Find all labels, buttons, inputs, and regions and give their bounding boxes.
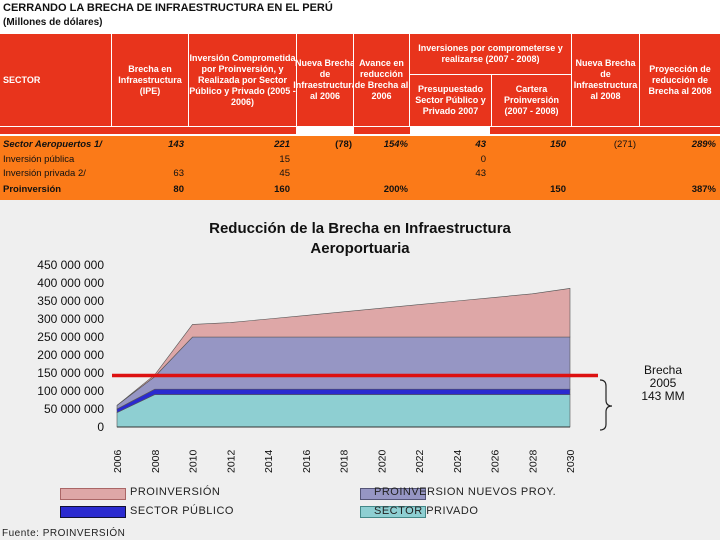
x-tick-label: 2006 bbox=[112, 449, 124, 473]
gap-bar bbox=[354, 127, 410, 134]
table-title: CERRANDO LA BRECHA DE INFRAESTRUCTURA EN… bbox=[3, 2, 333, 14]
brace-bracket bbox=[599, 379, 613, 431]
legend-swatch-publico bbox=[60, 506, 126, 518]
x-tick-label: 2010 bbox=[188, 449, 200, 473]
x-tick-label: 2012 bbox=[225, 449, 237, 473]
row-sector: Proinversión bbox=[3, 184, 62, 195]
legend-swatch-nuevos bbox=[360, 488, 426, 500]
row-proyeccion: 289% bbox=[691, 139, 716, 150]
x-tick-label: 2014 bbox=[263, 449, 275, 473]
row-inversion: 160 bbox=[274, 184, 290, 195]
legend-label-publico: SECTOR PÚBLICO bbox=[130, 505, 234, 517]
chart-area: Reducción de la Brecha en Infraestructur… bbox=[0, 200, 720, 540]
annotation-value: 143 MM bbox=[641, 389, 685, 403]
row-presupuestado: 43 bbox=[475, 168, 486, 179]
legend-label-privado: SECTOR PRIVADO bbox=[374, 505, 479, 517]
gap-bar bbox=[0, 127, 296, 134]
row-nueva2008: 150 bbox=[550, 139, 566, 150]
legend-swatch-privado bbox=[360, 506, 426, 518]
x-tick-label: 2008 bbox=[150, 449, 162, 473]
row-avance: 154% bbox=[383, 139, 408, 150]
gap-bar bbox=[490, 127, 720, 134]
row-inversion: 45 bbox=[279, 168, 290, 179]
row-sector: Inversión privada 2/ bbox=[3, 168, 86, 179]
chart-title-line2: Aeroportuaria bbox=[310, 240, 410, 257]
x-tick-label: 2028 bbox=[527, 449, 539, 473]
y-tick-label: 150 000 000 bbox=[37, 366, 104, 380]
y-tick-label: 200 000 000 bbox=[37, 348, 104, 362]
header-nueva2006: Nueva Brecha de Infraestructura al 2006 bbox=[293, 34, 357, 126]
header-cartera: Cartera Proinversión (2007 - 2008) bbox=[492, 74, 572, 126]
header-nueva2008: Nueva Brecha de Infraestructura al 2008 bbox=[572, 34, 640, 126]
y-tick-label: 350 000 000 bbox=[37, 294, 104, 308]
row-presupuestado: 0 bbox=[480, 154, 486, 165]
legend-label-nuevos: PROINVERSION NUEVOS PROY. bbox=[374, 486, 557, 498]
row-proyeccion: 387% bbox=[691, 184, 716, 195]
source-note: Fuente: PROINVERSIÓN bbox=[2, 528, 126, 539]
y-tick-label: 300 000 000 bbox=[37, 312, 104, 326]
row-sector: Inversión pública bbox=[3, 154, 75, 165]
table-body: Sector Aeropuertos 1/ 143 221 (78) 154% … bbox=[0, 136, 720, 200]
header-avance: Avance en reducción de Brecha al 2006 bbox=[354, 34, 410, 126]
legend-swatch-proinversion bbox=[60, 488, 126, 500]
area-series-proinversi-n bbox=[116, 288, 571, 406]
row-brecha: 143 bbox=[168, 139, 184, 150]
x-tick-label: 2018 bbox=[339, 449, 351, 473]
row-nueva2006: (78) bbox=[335, 139, 352, 150]
area-series-sector-privado bbox=[116, 394, 571, 428]
row-avance: 200% bbox=[383, 184, 408, 195]
x-tick-label: 2024 bbox=[452, 449, 464, 473]
row-brecha: 80 bbox=[173, 184, 184, 195]
row-inversion: 221 bbox=[274, 139, 290, 150]
row-nueva2008: 150 bbox=[550, 184, 566, 195]
x-tick-label: 2026 bbox=[490, 449, 502, 473]
summary-table: CERRANDO LA BRECHA DE INFRAESTRUCTURA EN… bbox=[0, 0, 720, 200]
y-tick-label: 450 000 000 bbox=[37, 258, 104, 272]
table-title-area: CERRANDO LA BRECHA DE INFRAESTRUCTURA EN… bbox=[0, 0, 720, 35]
row-nueva2008b: (271) bbox=[613, 139, 636, 150]
area-chart: 450 000 000 400 000 000 350 000 000 300 000… bbox=[37, 258, 613, 473]
legend-label-proinversion: PROINVERSIÓN bbox=[130, 486, 221, 498]
y-tick-label: 250 000 000 bbox=[37, 330, 104, 344]
header-presupuestado: Presupuestado Sector Público y Privado 2… bbox=[410, 74, 492, 126]
header-proyeccion: Proyección de reducción de Brecha al 200… bbox=[640, 34, 720, 126]
y-tick-label: 50 000 000 bbox=[44, 402, 104, 416]
annotation-year: 2005 bbox=[649, 376, 677, 390]
row-inversion: 15 bbox=[279, 154, 290, 165]
header-comprometer: Inversiones por comprometerse y realizar… bbox=[410, 34, 572, 74]
header-inversion: Inversión Comprometida por Proinversión,… bbox=[189, 34, 297, 126]
y-tick-label: 0 bbox=[97, 420, 104, 434]
y-tick-label: 100 000 000 bbox=[37, 384, 104, 398]
header-brecha: Brecha en Infraestructura (IPE) bbox=[112, 34, 189, 126]
row-presupuestado: 43 bbox=[475, 139, 486, 150]
chart-title-line1: Reducción de la Brecha en Infraestructur… bbox=[209, 220, 511, 237]
row-brecha: 63 bbox=[173, 168, 184, 179]
x-tick-label: 2022 bbox=[414, 449, 426, 473]
table-subtitle: (Millones de dólares) bbox=[3, 17, 103, 28]
x-tick-label: 2020 bbox=[376, 449, 388, 473]
row-sector: Sector Aeropuertos 1/ bbox=[3, 139, 102, 150]
header-sector: SECTOR bbox=[0, 34, 112, 126]
x-tick-label: 2016 bbox=[301, 449, 313, 473]
x-tick-label: 2030 bbox=[565, 449, 577, 473]
annotation-brecha: Brecha bbox=[643, 363, 683, 377]
y-tick-label: 400 000 000 bbox=[37, 276, 104, 290]
